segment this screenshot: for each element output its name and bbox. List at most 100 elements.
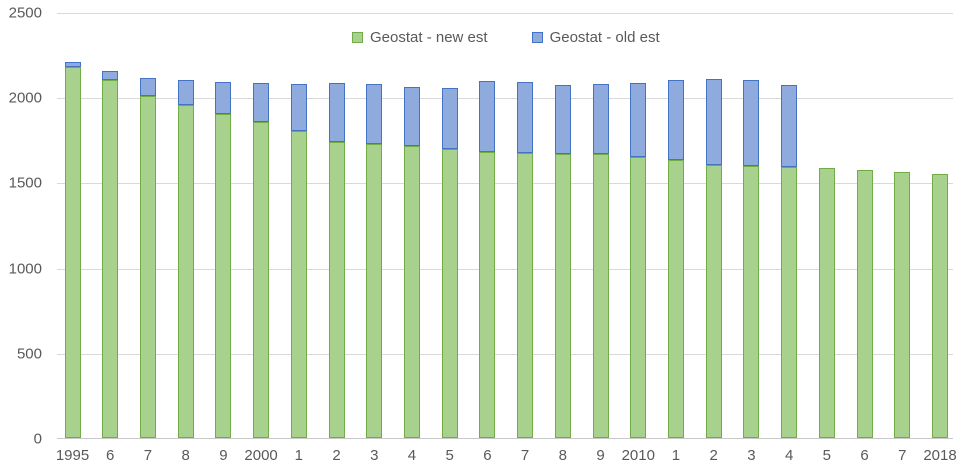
x-tick-label-4-19: 4 bbox=[784, 447, 794, 464]
bar-9-4 bbox=[215, 12, 232, 438]
gridline-1500 bbox=[57, 183, 953, 185]
x-tick-label-1995-0: 1995 bbox=[55, 447, 90, 464]
bar-8-13 bbox=[554, 12, 571, 438]
x-tick-label-9-4: 9 bbox=[219, 447, 228, 464]
x-tick-label-4-9: 4 bbox=[407, 447, 417, 464]
new-est-segment bbox=[215, 114, 232, 438]
bar-5-20 bbox=[818, 12, 835, 438]
x-tick-label-3-8: 3 bbox=[370, 447, 379, 464]
bar-3-18 bbox=[743, 12, 760, 438]
old-est-segment bbox=[328, 82, 345, 143]
old-est-segment bbox=[630, 82, 647, 157]
old-est-segment bbox=[102, 70, 119, 81]
chart-legend: Geostat - new est Geostat - old est bbox=[352, 29, 660, 46]
new-est-segment bbox=[102, 80, 119, 438]
x-axis: 1995 6 7 8 9 2000 1 2 3 4 5 6 7 8 9 2010 1 2 3 4 5 6 7 2018 bbox=[55, 447, 957, 469]
x-tick-label-6-11: 6 bbox=[483, 447, 492, 464]
legend-label-old-est: Geostat - old est bbox=[549, 29, 660, 46]
x-tick-label-2010-15: 2010 bbox=[621, 447, 655, 464]
new-est-segment bbox=[932, 174, 948, 438]
x-tick-label-2-17: 2 bbox=[709, 447, 718, 464]
bar-3-8 bbox=[366, 12, 383, 438]
old-est-segment bbox=[290, 84, 307, 132]
new-est-segment bbox=[554, 153, 571, 438]
gridline-2500 bbox=[57, 13, 953, 14]
bar-6-1 bbox=[102, 12, 119, 438]
old-est-segment bbox=[215, 81, 232, 115]
bar-2-7 bbox=[328, 12, 345, 438]
new-est-segment bbox=[517, 153, 534, 438]
legend-item-new-est: Geostat - new est bbox=[352, 29, 488, 46]
bar-9-14 bbox=[592, 12, 609, 438]
x-tick-label-2-7: 2 bbox=[332, 447, 341, 464]
bar-5-10 bbox=[441, 12, 458, 438]
x-tick-label-2000-5: 2000 bbox=[244, 447, 278, 464]
x-tick-label-8-13: 8 bbox=[558, 447, 567, 464]
bar-7-12 bbox=[517, 12, 534, 438]
new-est-segment bbox=[743, 166, 760, 438]
new-est-segment bbox=[328, 142, 345, 438]
old-est-segment bbox=[139, 78, 156, 96]
old-est-segment bbox=[64, 62, 81, 68]
old-est-segment bbox=[667, 80, 684, 160]
new-est-segment bbox=[630, 156, 647, 438]
old-est-segment bbox=[366, 84, 383, 145]
new-est-segment bbox=[705, 165, 722, 438]
bar-2000-5 bbox=[253, 12, 270, 438]
bar-2010-15 bbox=[630, 12, 647, 438]
x-tick-label-6-1: 6 bbox=[106, 447, 115, 464]
old-est-segment bbox=[479, 81, 496, 152]
x-tick-label-1-16: 1 bbox=[671, 447, 681, 464]
gridline-1000 bbox=[57, 268, 953, 270]
old-est-segment bbox=[592, 84, 609, 155]
y-tick-label-500: 500 bbox=[16, 345, 42, 363]
x-tick-label-6-21: 6 bbox=[860, 447, 869, 464]
new-est-segment bbox=[479, 151, 496, 438]
new-est-segment bbox=[290, 131, 307, 438]
new-est-segment bbox=[818, 167, 835, 438]
legend-item-old-est: Geostat - old est bbox=[531, 29, 660, 46]
x-tick-label-5-20: 5 bbox=[822, 447, 832, 464]
y-tick-label-1000: 1000 bbox=[8, 260, 42, 278]
bar-7-22 bbox=[894, 12, 911, 438]
bar-1-6 bbox=[290, 12, 307, 438]
new-est-segment bbox=[592, 154, 609, 438]
old-est-segment bbox=[441, 87, 458, 150]
x-tick-label-2018-23: 2018 bbox=[923, 447, 957, 464]
x-tick-label-7-2: 7 bbox=[143, 447, 153, 464]
plot-area bbox=[57, 13, 953, 439]
y-tick-label-0: 0 bbox=[33, 430, 42, 448]
new-est-segment bbox=[253, 121, 270, 438]
y-tick-label-2500: 2500 bbox=[8, 4, 42, 22]
gridline-2000 bbox=[57, 98, 953, 100]
x-tick-label-8-3: 8 bbox=[181, 447, 190, 464]
new-est-segment bbox=[366, 144, 383, 438]
new-est-segment bbox=[177, 104, 194, 438]
y-tick-label-2000: 2000 bbox=[8, 89, 42, 107]
old-est-segment bbox=[517, 81, 534, 154]
bar-6-11 bbox=[479, 12, 496, 438]
new-est-swatch-icon bbox=[352, 32, 363, 43]
bar-4-9 bbox=[403, 12, 420, 438]
x-tick-label-1-6: 1 bbox=[294, 447, 303, 464]
bar-2-17 bbox=[705, 12, 722, 438]
x-tick-label-9-14: 9 bbox=[596, 447, 605, 464]
new-est-segment bbox=[441, 149, 458, 438]
x-tick-label-3-18: 3 bbox=[747, 447, 756, 464]
gridline-500 bbox=[57, 353, 953, 355]
bar-7-2 bbox=[139, 12, 156, 438]
bar-1995-0 bbox=[64, 12, 81, 438]
legend-label-new-est: Geostat - new est bbox=[370, 29, 488, 46]
bar-2018-23 bbox=[932, 12, 948, 438]
bar-6-21 bbox=[856, 12, 873, 438]
old-est-segment bbox=[705, 79, 722, 166]
old-est-segment bbox=[253, 82, 270, 122]
new-est-segment bbox=[139, 95, 156, 438]
new-est-segment bbox=[781, 167, 798, 438]
new-est-segment bbox=[667, 159, 684, 438]
y-tick-label-1500: 1500 bbox=[8, 174, 42, 192]
old-est-segment bbox=[743, 80, 760, 167]
new-est-segment bbox=[894, 171, 911, 438]
old-est-segment bbox=[177, 80, 194, 105]
